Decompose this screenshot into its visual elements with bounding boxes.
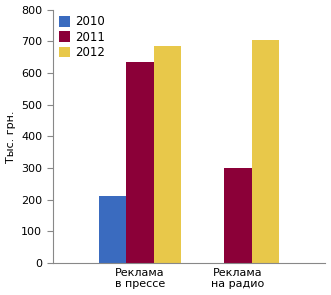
Bar — [99, 196, 126, 263]
Bar — [252, 40, 279, 263]
Legend: 2010, 2011, 2012: 2010, 2011, 2012 — [56, 13, 107, 62]
Bar — [126, 62, 154, 263]
Bar — [224, 168, 252, 263]
Y-axis label: Тыс. грн.: Тыс. грн. — [6, 110, 16, 163]
Bar — [154, 46, 181, 263]
